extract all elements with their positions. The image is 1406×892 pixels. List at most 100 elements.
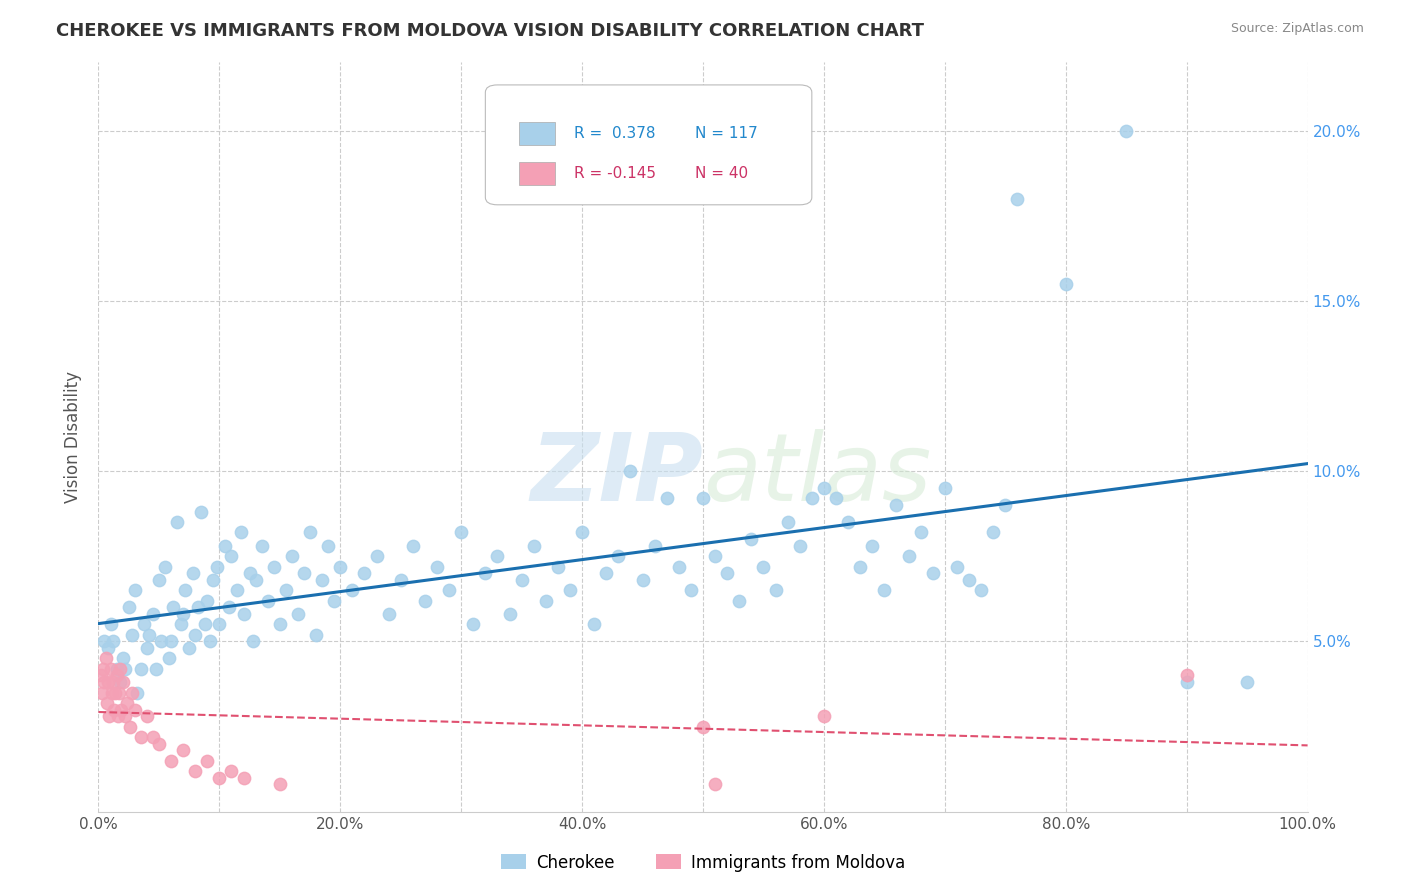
Point <box>218 600 240 615</box>
Point <box>124 702 146 716</box>
Point <box>316 539 339 553</box>
Point <box>1175 675 1198 690</box>
Point <box>162 600 184 615</box>
Point <box>100 617 122 632</box>
Point <box>281 549 304 564</box>
Text: N = 117: N = 117 <box>695 126 758 141</box>
Point <box>789 539 811 553</box>
Point <box>655 491 678 506</box>
Point <box>184 764 207 778</box>
Point <box>187 600 209 615</box>
Point <box>849 559 872 574</box>
Point <box>221 764 243 778</box>
Text: Source: ZipAtlas.com: Source: ZipAtlas.com <box>1230 22 1364 36</box>
Point <box>101 634 124 648</box>
Point <box>101 675 124 690</box>
Point <box>437 583 460 598</box>
Point <box>263 559 285 574</box>
Point <box>145 662 167 676</box>
Point <box>242 634 264 648</box>
Point <box>1236 675 1258 690</box>
Point <box>190 505 212 519</box>
Point <box>208 617 231 632</box>
Point <box>994 498 1017 512</box>
Point <box>692 720 714 734</box>
Point <box>172 607 194 622</box>
Point <box>91 685 114 699</box>
Point <box>160 754 183 768</box>
Point <box>704 549 727 564</box>
Point <box>179 641 201 656</box>
Point <box>148 573 170 587</box>
Point <box>148 737 170 751</box>
Point <box>169 617 191 632</box>
Point <box>114 709 136 723</box>
Point <box>921 566 943 581</box>
Point <box>292 566 315 581</box>
Point <box>232 771 254 785</box>
Point <box>129 730 152 744</box>
Point <box>299 525 322 540</box>
Point <box>311 573 333 587</box>
Point <box>668 559 690 574</box>
Point <box>93 675 115 690</box>
Point <box>98 709 121 723</box>
Point <box>107 709 129 723</box>
Point <box>91 662 114 676</box>
Point <box>837 515 859 529</box>
Point <box>226 583 249 598</box>
Point <box>232 607 254 622</box>
Point <box>287 607 309 622</box>
Point <box>114 662 136 676</box>
Point <box>118 720 141 734</box>
Point <box>474 566 496 581</box>
Point <box>946 559 969 574</box>
Point <box>679 583 702 598</box>
Point <box>239 566 262 581</box>
Point <box>571 525 593 540</box>
Point <box>135 709 157 723</box>
Point <box>97 641 120 656</box>
Point <box>90 668 112 682</box>
Point <box>498 607 520 622</box>
Y-axis label: Vision Disability: Vision Disability <box>65 371 83 503</box>
Point <box>134 617 156 632</box>
Point <box>813 709 835 723</box>
Point <box>740 533 762 547</box>
Point <box>129 662 152 676</box>
Point <box>118 600 141 615</box>
Point <box>256 593 278 607</box>
Point <box>305 627 328 641</box>
Point <box>752 559 775 574</box>
Point <box>153 559 176 574</box>
Point <box>957 573 980 587</box>
Text: atlas: atlas <box>703 429 931 520</box>
Point <box>269 777 291 791</box>
Point <box>108 675 131 690</box>
Point <box>631 573 654 587</box>
Point <box>873 583 896 598</box>
Point <box>595 566 617 581</box>
Point <box>897 549 920 564</box>
Point <box>970 583 993 598</box>
Point <box>104 685 127 699</box>
Point <box>426 559 449 574</box>
Point <box>776 515 799 529</box>
Point <box>486 549 509 564</box>
Point <box>93 634 115 648</box>
Point <box>366 549 388 564</box>
Text: ZIP: ZIP <box>530 428 703 521</box>
Text: R = -0.145: R = -0.145 <box>574 166 655 181</box>
Point <box>716 566 738 581</box>
Point <box>202 573 225 587</box>
Point <box>245 573 267 587</box>
Point <box>100 662 122 676</box>
Point <box>198 634 221 648</box>
Point <box>860 539 883 553</box>
Point <box>105 668 128 682</box>
Text: N = 40: N = 40 <box>695 166 748 181</box>
Point <box>142 607 165 622</box>
Point <box>329 559 352 574</box>
Point <box>205 559 228 574</box>
Point <box>174 583 197 598</box>
